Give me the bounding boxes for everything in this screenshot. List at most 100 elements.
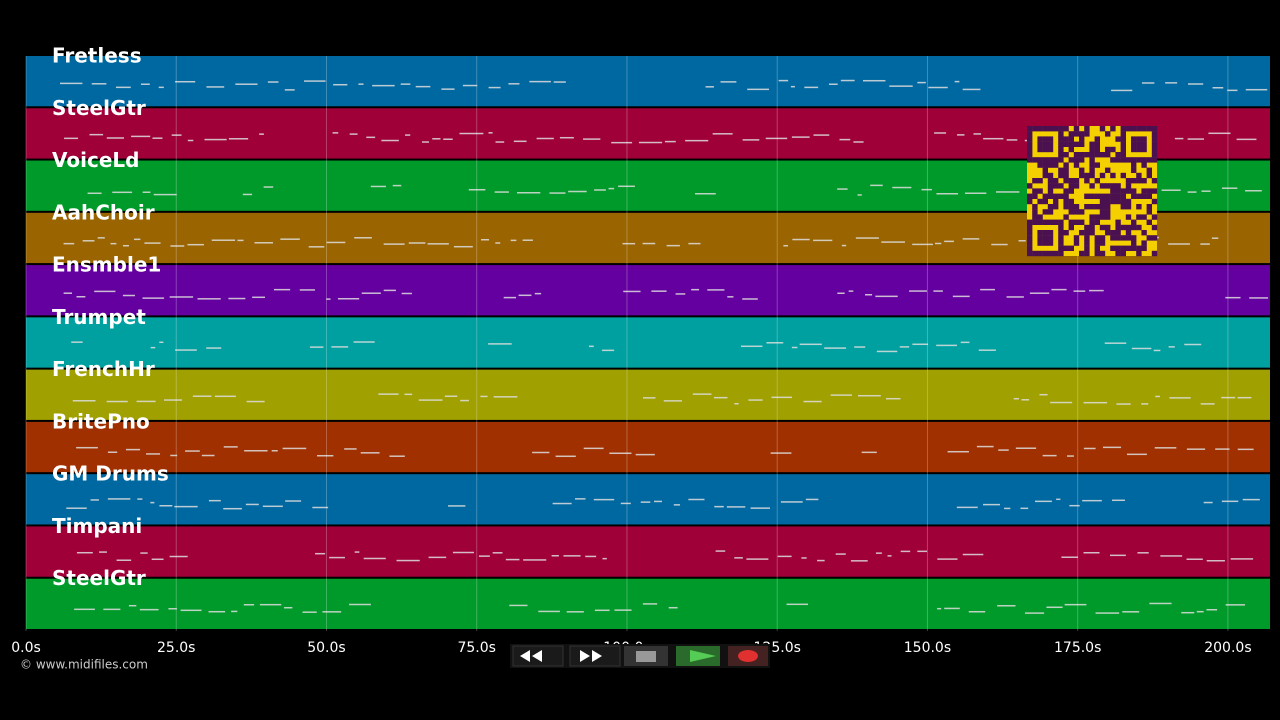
- qr-module: [1105, 183, 1111, 189]
- qr-module: [1136, 157, 1142, 163]
- qr-module: [1027, 245, 1033, 251]
- note: [813, 239, 833, 242]
- note: [263, 186, 274, 188]
- note: [462, 84, 478, 87]
- tick-label: 50.0s: [307, 640, 345, 656]
- qr-module: [1084, 230, 1090, 236]
- note: [620, 502, 631, 505]
- qr-module: [1079, 152, 1085, 158]
- qr-module: [1089, 230, 1095, 236]
- note: [76, 551, 93, 554]
- qr-module: [1146, 209, 1152, 215]
- note: [983, 137, 1004, 140]
- note: [688, 498, 705, 501]
- note: [389, 455, 405, 457]
- stop-button[interactable]: [624, 646, 668, 666]
- note: [857, 194, 862, 196]
- note: [139, 608, 159, 611]
- play-button[interactable]: [676, 646, 720, 666]
- note: [1169, 397, 1191, 399]
- note: [1188, 83, 1204, 85]
- qr-module: [1115, 198, 1121, 205]
- qr-module: [1084, 126, 1090, 132]
- note: [332, 132, 339, 134]
- qr-module: [1027, 235, 1033, 241]
- qr-module: [1042, 209, 1048, 215]
- note: [997, 605, 1016, 607]
- qr-module: [1089, 214, 1095, 220]
- qr-module: [1084, 204, 1090, 210]
- note: [488, 86, 501, 89]
- note: [957, 134, 965, 136]
- note: [1208, 132, 1231, 135]
- qr-module: [1151, 141, 1158, 147]
- note: [666, 244, 680, 247]
- note: [1249, 297, 1269, 299]
- note: [133, 238, 141, 241]
- qr-module: [1027, 230, 1033, 236]
- note: [909, 290, 927, 292]
- note: [495, 141, 505, 143]
- note: [664, 140, 676, 143]
- qr-module: [1047, 209, 1054, 215]
- note: [208, 499, 221, 502]
- note: [553, 81, 566, 83]
- note: [1102, 446, 1122, 449]
- qr-module: [1037, 146, 1043, 153]
- note: [358, 83, 364, 85]
- qr-module: [1058, 131, 1064, 137]
- note: [158, 86, 164, 89]
- qr-module: [1079, 230, 1085, 236]
- record-button[interactable]: [728, 646, 768, 666]
- qr-module: [1099, 209, 1106, 215]
- qr-module: [1089, 146, 1095, 153]
- note: [1020, 507, 1029, 510]
- note: [962, 88, 981, 91]
- qr-module: [1099, 204, 1106, 210]
- qr-module: [1099, 198, 1106, 205]
- note: [197, 298, 221, 300]
- note: [76, 446, 98, 449]
- qr-module: [1042, 219, 1048, 225]
- note: [551, 555, 559, 557]
- qr-module: [1042, 235, 1048, 241]
- qr-module: [1084, 245, 1090, 251]
- note: [1201, 190, 1211, 192]
- rewind-button[interactable]: [512, 645, 564, 667]
- note: [799, 343, 822, 346]
- note: [1131, 347, 1152, 350]
- qr-module: [1141, 146, 1147, 153]
- note: [720, 81, 737, 83]
- note: [885, 397, 901, 400]
- qr-module: [1094, 240, 1100, 246]
- note: [273, 288, 291, 291]
- note: [175, 349, 197, 351]
- note: [532, 451, 550, 454]
- note: [947, 450, 969, 453]
- note: [1196, 610, 1204, 613]
- note: [284, 89, 295, 91]
- qr-module: [1105, 224, 1111, 231]
- qr-module: [1099, 224, 1106, 231]
- qr-module: [1136, 250, 1142, 257]
- note: [63, 242, 75, 245]
- note: [1215, 448, 1230, 450]
- note: [937, 607, 942, 610]
- qr-module: [1042, 162, 1048, 168]
- note: [960, 341, 970, 344]
- note: [383, 289, 396, 292]
- qr-module: [1047, 219, 1054, 225]
- qr-module: [1151, 214, 1158, 220]
- note: [835, 553, 846, 555]
- qr-code: [1027, 126, 1158, 257]
- note: [1155, 395, 1160, 398]
- qr-module: [1037, 235, 1043, 241]
- forward-button[interactable]: [569, 645, 621, 667]
- qr-module: [1089, 162, 1095, 168]
- note: [635, 453, 655, 456]
- note: [349, 133, 358, 135]
- qr-module: [1027, 224, 1033, 231]
- qr-module: [1115, 224, 1121, 231]
- qr-module: [1105, 167, 1111, 173]
- note: [805, 498, 819, 501]
